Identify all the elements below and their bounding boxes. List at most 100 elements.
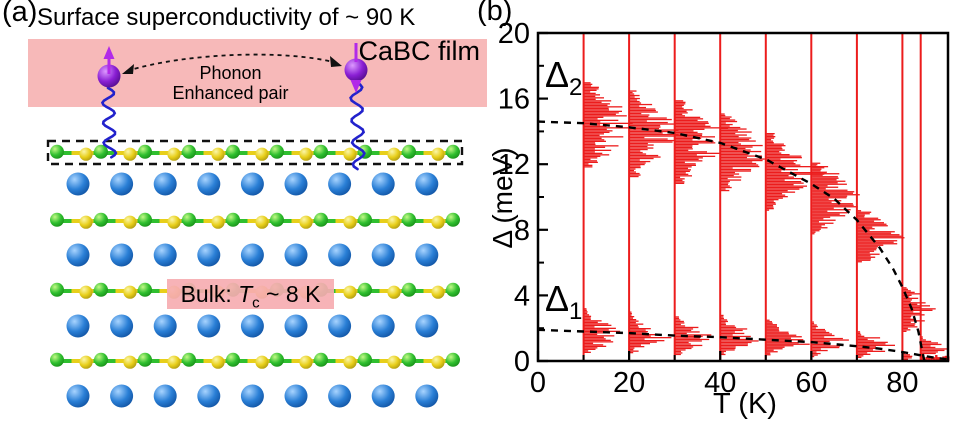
histogram-bar [766,155,802,157]
histogram-bar [857,250,875,252]
histogram-bar [675,127,729,129]
histogram-bar [629,159,640,161]
green-atom [226,212,240,227]
green-atom [270,144,284,159]
histogram-bar [675,335,703,338]
histogram-bar [629,331,648,333]
histogram-bar [812,339,849,341]
histogram-bar [766,196,788,198]
green-atom [358,282,372,297]
calcium-atom [240,384,264,408]
yellow-atom [343,355,357,369]
histogram-bar [584,317,591,319]
histogram-bar [721,349,735,351]
histogram-bar [584,335,615,337]
histogram-bar [584,311,588,313]
histogram-bar [857,353,871,355]
histogram-bar [766,149,785,151]
yellow-atom [79,147,93,161]
histogram-bar [857,243,898,245]
ca-row [66,384,439,408]
histogram-bar [721,113,725,115]
calcium-atom [415,172,439,196]
yellow-atom [79,285,93,299]
histogram-bar [812,167,825,169]
histogram-bar [857,235,902,237]
histogram-bar [812,189,848,191]
histogram-bar [903,288,908,290]
histogram-bar [584,134,600,136]
yellow-atom [167,355,181,369]
histogram-bar [584,339,611,341]
histogram-bar [675,146,693,148]
green-atom [446,212,460,227]
histogram-bar [766,346,785,348]
histogram-bar [921,346,936,349]
histogram-bar [857,349,873,351]
histogram-bar [857,229,870,231]
histogram-bar [766,190,788,192]
histogram-bar [812,171,827,173]
histogram-bar [721,129,738,132]
histogram-bar [903,324,915,326]
yellow-atom [167,215,181,229]
histogram-bar [857,337,881,339]
histogram-bar [675,173,689,175]
yellow-atom [211,147,225,161]
histogram-bar [812,176,838,178]
yellow-atom [211,215,225,229]
histogram-bar [721,325,735,327]
histogram-bar [584,350,589,352]
histogram-bar [584,88,599,90]
histogram-bar [812,170,821,172]
histogram-bar [812,200,842,202]
histogram-bar [721,117,730,120]
histogram-bar [629,172,640,175]
histogram-bar [675,130,694,132]
y-tick-label: 16 [498,84,530,116]
histogram-bar [766,151,780,153]
calcium-atom [66,384,90,408]
green-atom [182,352,196,367]
delta1-sub: 1 [569,298,583,326]
histogram-bar [675,166,692,168]
calcium-atom [110,384,134,408]
yellow-atom [299,355,313,369]
histogram-bar [675,100,684,102]
yellow-atom [431,355,445,369]
histogram-bar [721,162,757,165]
histogram-bar [766,157,802,159]
histogram-bar [584,128,607,130]
histogram-bar [584,101,602,103]
green-atom [50,282,64,297]
histogram-bar [584,318,591,320]
histogram-bar [721,120,738,123]
delta2-annotation: Δ2 [545,54,582,102]
histogram-bar [766,158,781,160]
histogram-bar [766,334,797,336]
histogram-bar [584,110,622,112]
histogram-bar [812,321,814,323]
histogram-bar [721,158,765,160]
histogram-bar [675,169,691,171]
histogram-bar [721,152,747,154]
histogram-bar [766,145,786,147]
histogram-bar [629,105,640,107]
histogram-bar [766,337,791,339]
histogram-bar [921,339,926,341]
histogram-bar [903,358,908,360]
histogram-bar [629,120,647,122]
histogram-bar [629,320,639,322]
yellow-atom [387,147,401,161]
gap-distribution-histogram [675,316,712,356]
histogram-bar [766,188,800,190]
calcium-atom [153,384,177,408]
histogram-bar [766,146,782,148]
yellow-atom [431,285,445,299]
histogram-bar [584,344,604,346]
histogram-bar [675,110,687,112]
delta2-symbol: Δ [545,54,570,95]
histogram-bar [675,151,707,153]
histogram-bar [721,141,739,144]
histogram-bar [584,155,601,157]
